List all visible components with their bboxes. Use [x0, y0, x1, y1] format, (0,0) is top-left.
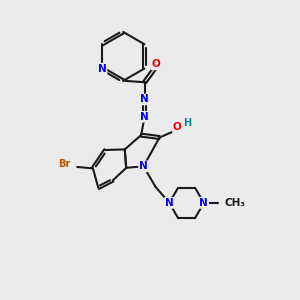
Text: N: N	[165, 198, 174, 208]
Text: N: N	[139, 161, 148, 171]
Text: N: N	[140, 112, 149, 122]
Text: N: N	[200, 198, 208, 208]
Text: H: H	[183, 118, 191, 128]
Text: N: N	[98, 64, 106, 74]
Text: N: N	[140, 94, 149, 104]
Text: Br: Br	[58, 159, 70, 169]
Text: CH₃: CH₃	[225, 198, 246, 208]
Text: O: O	[152, 59, 160, 69]
Text: O: O	[173, 122, 182, 132]
